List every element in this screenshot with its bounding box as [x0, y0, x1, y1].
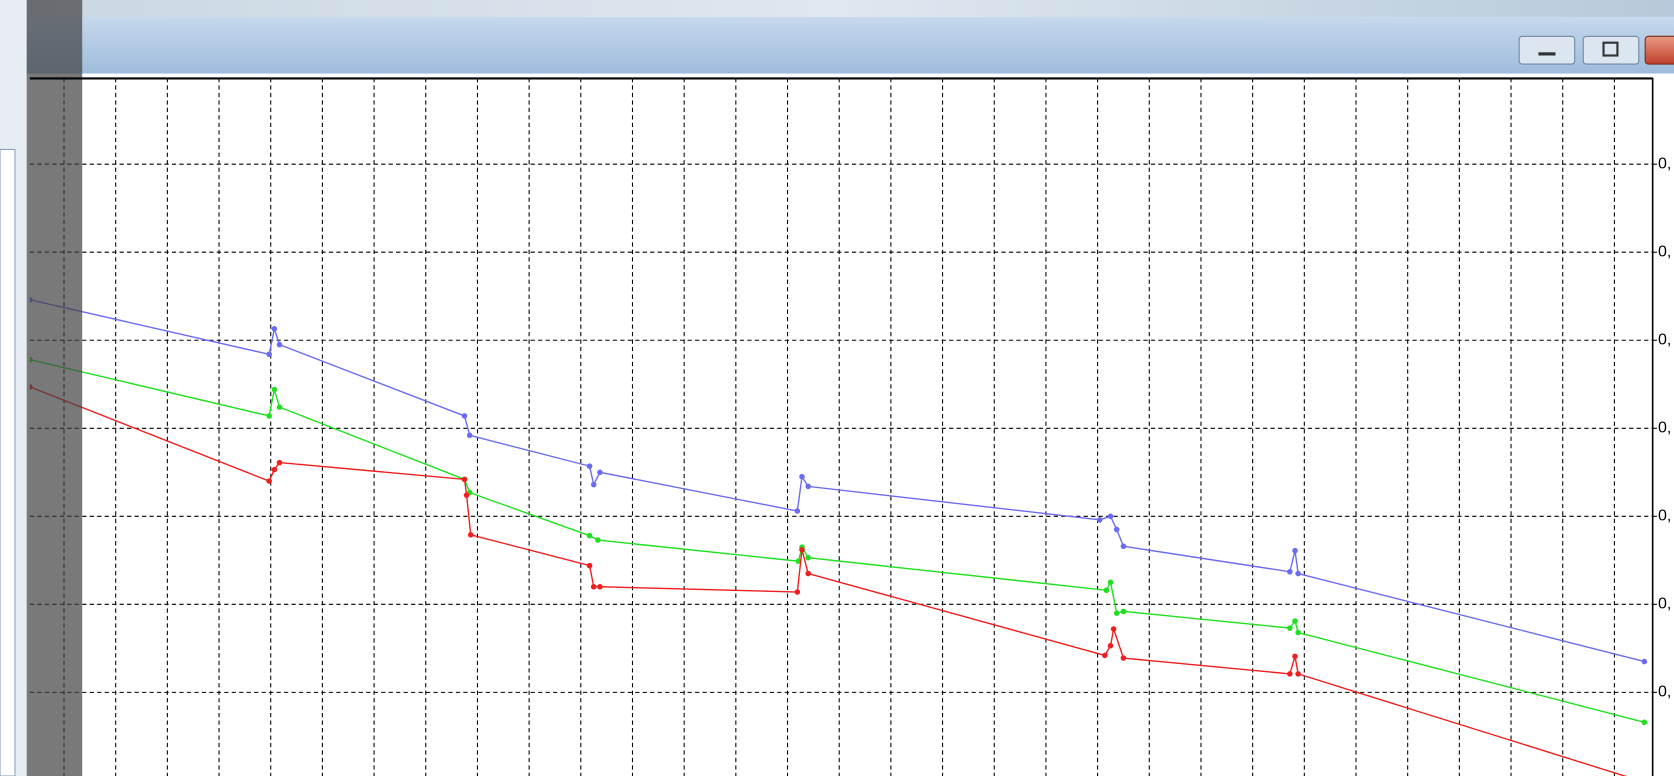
data-point [805, 554, 811, 561]
data-point [276, 341, 283, 348]
data-point [795, 558, 802, 564]
side-strip [26, 0, 83, 776]
overlay [26, 0, 1654, 776]
data-point [1287, 625, 1293, 631]
data-point [1113, 610, 1120, 616]
data-point [1641, 658, 1648, 665]
data-point [271, 466, 278, 473]
data-point [590, 481, 597, 488]
data-point [1107, 642, 1114, 649]
series-line [29, 299, 1645, 663]
data-point [1113, 526, 1120, 533]
data-point [1292, 547, 1298, 554]
data-point [1295, 671, 1301, 677]
data-point [586, 562, 593, 569]
plot-area [29, 78, 1653, 776]
y-tick-label: 0, [1658, 420, 1671, 437]
y-tick-label: 0, [1658, 331, 1671, 348]
minimize-icon [1538, 52, 1556, 56]
maximize-icon [1602, 41, 1619, 57]
chart-window [26, 73, 1674, 776]
data-point [586, 532, 593, 539]
data-point [1120, 608, 1127, 615]
data-point [1292, 653, 1298, 660]
data-point [461, 413, 468, 419]
data-point [794, 589, 801, 595]
data-point [1295, 570, 1301, 577]
data-point [266, 351, 272, 358]
close-button[interactable] [1644, 35, 1674, 65]
data-point [276, 459, 283, 466]
data-point [794, 508, 801, 514]
data-point [1120, 655, 1127, 661]
data-point [1107, 579, 1114, 586]
data-point [461, 476, 468, 483]
data-point [1103, 587, 1110, 594]
data-point [466, 432, 473, 439]
data-point [1292, 618, 1298, 624]
data-point [271, 386, 278, 393]
data-point [1120, 543, 1127, 550]
y-tick-label: 0, [1658, 596, 1671, 613]
background-panel [0, 148, 16, 776]
data-point [1107, 513, 1114, 520]
data-point [805, 570, 811, 577]
y-tick-label: 0, [1658, 243, 1671, 260]
y-tick-label: 0, [1658, 155, 1671, 172]
data-point [1641, 719, 1648, 726]
data-point [1096, 517, 1103, 523]
data-point [467, 532, 474, 538]
data-point [586, 463, 593, 469]
data-point [266, 413, 272, 419]
minimize-button[interactable] [1518, 35, 1576, 65]
data-point [1287, 568, 1293, 575]
data-point [805, 483, 811, 490]
maximize-button[interactable] [1582, 35, 1640, 65]
y-tick-label: 0, [1658, 508, 1671, 525]
data-point [1110, 626, 1117, 632]
data-point [1287, 671, 1293, 677]
data-point [595, 537, 601, 543]
data-point [799, 473, 805, 480]
desktop-background [0, 0, 1674, 18]
data-point [597, 583, 603, 590]
data-point [1295, 629, 1301, 636]
data-point [266, 478, 272, 484]
window-buttons [1518, 35, 1674, 65]
data-point [276, 404, 283, 410]
y-tick-label: 0, [1658, 684, 1671, 701]
data-point [463, 492, 470, 498]
y-axis: 0, 0, 0, 0, 0, 0, 0, [1652, 155, 1671, 701]
data-point [1102, 652, 1108, 659]
data-point [799, 546, 805, 553]
data-point [597, 469, 603, 476]
data-point [271, 326, 278, 332]
title-bar [26, 17, 1674, 74]
data-point [590, 583, 597, 590]
